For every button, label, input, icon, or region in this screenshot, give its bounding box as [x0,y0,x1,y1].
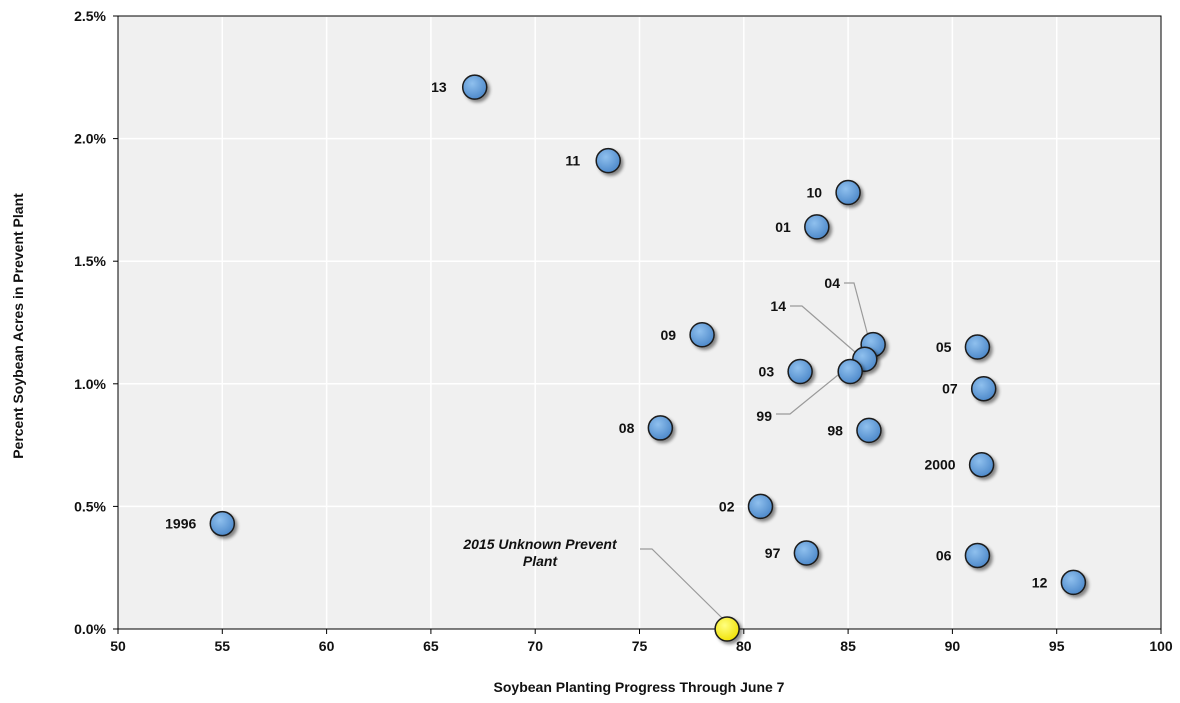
x-tick-label: 90 [945,638,961,654]
x-tick-label: 50 [110,638,126,654]
data-point [970,375,997,402]
x-tick-label: 55 [215,638,231,654]
x-tick-label: 80 [736,638,752,654]
point-label: 13 [431,79,447,95]
data-point [793,540,820,566]
data-point [595,147,621,174]
point-leader-line [776,374,839,415]
highlight-point [714,616,740,642]
data-point [964,542,991,569]
point-label: 09 [661,327,677,343]
x-tick-label: 85 [840,638,856,654]
y-axis-title: Percent Soybean Acres in Prevent Plant [10,193,26,459]
x-tick-label: 70 [527,638,543,654]
point-label: 07 [942,381,958,397]
highlight-point-label: 2015 Unknown Prevent [462,536,618,552]
data-point [1060,569,1087,596]
y-tick-label: 1.0% [74,376,106,392]
point-label: 99 [756,408,772,424]
data-point [835,179,861,206]
point-label: 01 [775,219,791,235]
point-label: 08 [619,420,635,436]
x-axis-title: Soybean Planting Progress Through June 7 [494,679,785,695]
point-leader-line [790,305,856,353]
data-point [461,74,488,100]
data-point [968,451,995,478]
x-tick-label: 65 [423,638,439,654]
point-labels: 13 11 10 01 04 14 09 05 03 99 07 08 98 2000 02 1996 97 06… [165,79,1047,590]
point-label: 03 [759,364,775,380]
leader-lines [640,282,869,620]
y-tick-label: 0.5% [74,498,106,514]
data-point [856,417,882,444]
point-label: 2000 [924,457,955,473]
highlight-leader-line [640,548,724,620]
x-tick-label: 95 [1049,638,1065,654]
highlight-point-label: Plant [523,553,559,569]
point-label: 97 [765,545,781,561]
point-label: 05 [936,339,952,355]
data-point [787,358,813,385]
point-label: 1996 [165,516,196,532]
axes: 50 55 60 65 70 75 80 85 90 95 100 0.0% 0.5% 1.0% 1.5% 2… [74,8,1173,654]
point-label: 02 [719,498,735,514]
y-tick-label: 0.0% [74,621,106,637]
point-label: 06 [936,547,952,563]
data-point [837,358,863,385]
y-tick-label: 1.5% [74,253,106,269]
point-label: 04 [824,275,840,291]
data-point [209,510,236,537]
point-label: 14 [770,298,786,314]
data-point [804,214,830,240]
y-tick-label: 2.0% [74,131,106,147]
data-point [689,322,715,348]
data-points [209,74,1087,642]
data-point [647,415,674,441]
point-label: 11 [565,153,580,169]
x-tick-label: 75 [632,638,648,654]
point-label: 10 [807,185,823,201]
y-tick-label: 2.5% [74,8,106,24]
data-point [964,334,991,360]
point-label: 12 [1032,574,1048,590]
point-label: 98 [827,422,843,438]
data-point [747,493,774,520]
x-tick-label: 60 [319,638,335,654]
point-leader-line [844,282,869,337]
x-tick-label: 100 [1149,638,1173,654]
